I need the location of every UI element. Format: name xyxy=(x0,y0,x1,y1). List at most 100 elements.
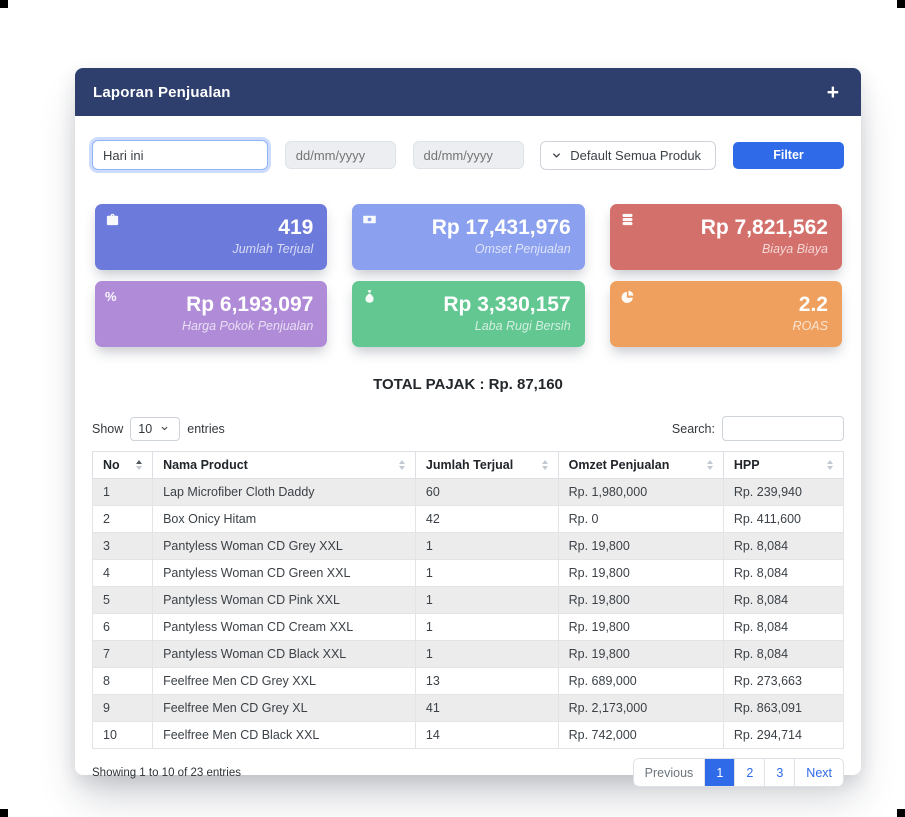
entries-select[interactable]: 10 xyxy=(130,416,181,441)
table-row: 5 Pantyless Woman CD Pink XXL 1 Rp. 19,8… xyxy=(91,586,845,614)
search-input[interactable] xyxy=(722,416,844,441)
table-row: 4 Pantyless Woman CD Green XXL 1 Rp. 19,… xyxy=(91,559,845,587)
stat-card-jumlah-terjual: 419 Jumlah Terjual xyxy=(95,204,328,270)
table-cell: 13 xyxy=(414,667,559,695)
table-cell: Box Onicy Hitam xyxy=(152,505,416,533)
table-cell: Pantyless Woman CD Black XXL xyxy=(152,640,416,668)
table-cell: Rp. 19,800 xyxy=(557,613,724,641)
chevron-down-icon xyxy=(160,424,169,433)
corner-mark xyxy=(0,809,8,817)
sort-icon xyxy=(398,460,405,470)
table-row: 1 Lap Microfiber Cloth Daddy 60 Rp. 1,98… xyxy=(91,478,845,506)
entries-control: Show 10 entries xyxy=(92,416,225,441)
stat-card-roas: 2.2 ROAS xyxy=(609,281,842,347)
stat-card-omset-penjualan: Rp 17,431,976 Omset Penjualan xyxy=(352,204,585,270)
table-cell: 1 xyxy=(91,478,154,506)
coins-icon xyxy=(620,212,635,227)
panel-header: Laporan Penjualan + xyxy=(75,68,861,116)
table-cell: Rp. 0 xyxy=(557,505,724,533)
table-cell: 1 xyxy=(414,532,559,560)
table-cell: Rp. 8,084 xyxy=(722,640,845,668)
table-cell: Rp. 8,084 xyxy=(722,613,845,641)
period-input[interactable] xyxy=(92,140,268,170)
table-cell: 60 xyxy=(414,478,559,506)
column-header-hpp[interactable]: HPP xyxy=(722,451,845,479)
table-cell: 1 xyxy=(414,586,559,614)
panel-content: Default Semua Produk Filter 419 Jumlah T… xyxy=(75,140,861,787)
pagination-page-2[interactable]: 2 xyxy=(734,759,765,786)
table-row: 6 Pantyless Woman CD Cream XXL 1 Rp. 19,… xyxy=(91,613,845,641)
table-cell: 14 xyxy=(414,721,559,749)
filter-button[interactable]: Filter xyxy=(733,141,844,169)
page-title: Laporan Penjualan xyxy=(93,83,231,101)
stat-label: Laba Rugi Bersih xyxy=(474,319,571,334)
table-footer: Showing 1 to 10 of 23 entries Previous 1… xyxy=(92,758,844,787)
date-from-input[interactable] xyxy=(284,141,396,169)
entries-label: entries xyxy=(187,421,225,436)
column-header-no[interactable]: No xyxy=(91,451,154,479)
table-cell: 42 xyxy=(414,505,559,533)
column-header-omzet-penjualan[interactable]: Omzet Penjualan xyxy=(557,451,724,479)
product-select-value: Default Semua Produk xyxy=(570,147,702,163)
stat-value: Rp 6,193,097 xyxy=(186,292,314,316)
column-header-nama-product[interactable]: Nama Product xyxy=(152,451,416,479)
stat-value: 419 xyxy=(278,215,314,239)
date-to-input[interactable] xyxy=(412,141,524,169)
table-cell: 1 xyxy=(414,640,559,668)
table-row: 9 Feelfree Men CD Grey XL 41 Rp. 2,173,0… xyxy=(91,694,845,722)
table-cell: 4 xyxy=(91,559,154,587)
search-control: Search: xyxy=(672,416,844,441)
pagination-page-1[interactable]: 1 xyxy=(704,759,735,786)
stat-label: Jumlah Terjual xyxy=(232,242,314,257)
table-cell: Rp. 2,173,000 xyxy=(557,694,724,722)
table-cell: 2 xyxy=(91,505,154,533)
sort-icon xyxy=(136,460,143,470)
table-cell: Rp. 8,084 xyxy=(722,559,845,587)
table-cell: Pantyless Woman CD Green XXL xyxy=(152,559,416,587)
banknote-icon xyxy=(362,212,377,227)
corner-mark xyxy=(0,0,8,8)
table-controls: Show 10 entries Search: xyxy=(92,416,844,441)
stat-label: Omset Penjualan xyxy=(474,242,571,257)
corner-mark xyxy=(897,809,905,817)
table-cell: Feelfree Men CD Black XXL xyxy=(152,721,416,749)
pagination-next[interactable]: Next xyxy=(794,759,843,786)
money-bag-icon xyxy=(362,289,377,304)
show-label: Show xyxy=(92,421,124,436)
table-row: 8 Feelfree Men CD Grey XXL 13 Rp. 689,00… xyxy=(91,667,845,695)
table-cell: Pantyless Woman CD Cream XXL xyxy=(152,613,416,641)
briefcase-icon xyxy=(105,212,120,227)
product-select[interactable]: Default Semua Produk xyxy=(540,140,717,170)
table-cell: 5 xyxy=(91,586,154,614)
percent-icon: % xyxy=(105,289,117,304)
add-button[interactable]: + xyxy=(827,82,839,103)
table-cell: Rp. 273,663 xyxy=(722,667,845,695)
pagination-previous[interactable]: Previous xyxy=(633,759,705,786)
table-cell: Rp. 294,714 xyxy=(722,721,845,749)
table-cell: Pantyless Woman CD Pink XXL xyxy=(152,586,416,614)
table-cell: Rp. 863,091 xyxy=(722,694,845,722)
column-header-jumlah-terjual[interactable]: Jumlah Terjual xyxy=(414,451,559,479)
filter-bar: Default Semua Produk Filter xyxy=(92,140,844,170)
stat-value: 2.2 xyxy=(798,292,828,316)
chevron-down-icon xyxy=(551,150,562,161)
table-cell: 1 xyxy=(414,613,559,641)
stat-value: Rp 7,821,562 xyxy=(700,215,828,239)
pagination-page-3[interactable]: 3 xyxy=(764,759,795,786)
total-pajak-text: TOTAL PAJAK : Rp. 87,160 xyxy=(373,376,563,393)
stat-value: Rp 3,330,157 xyxy=(443,292,571,316)
showing-entries-text: Showing 1 to 10 of 23 entries xyxy=(92,766,241,779)
table-cell: Rp. 19,800 xyxy=(557,586,724,614)
table-cell: 6 xyxy=(91,613,154,641)
sort-icon xyxy=(706,460,713,470)
stat-card-laba-rugi-bersih: Rp 3,330,157 Laba Rugi Bersih xyxy=(352,281,585,347)
table-header-row: No Nama Product Jumlah Terjual Omze xyxy=(91,451,845,479)
table-cell: Rp. 742,000 xyxy=(557,721,724,749)
corner-mark xyxy=(897,0,905,8)
stat-cards: 419 Jumlah Terjual Rp 17,431,976 Omset P… xyxy=(95,204,842,347)
table-cell: 7 xyxy=(91,640,154,668)
table-cell: Rp. 8,084 xyxy=(722,586,845,614)
table-cell: 9 xyxy=(91,694,154,722)
stat-card-harga-pokok-penjualan: % Rp 6,193,097 Harga Pokok Penjualan xyxy=(95,281,328,347)
